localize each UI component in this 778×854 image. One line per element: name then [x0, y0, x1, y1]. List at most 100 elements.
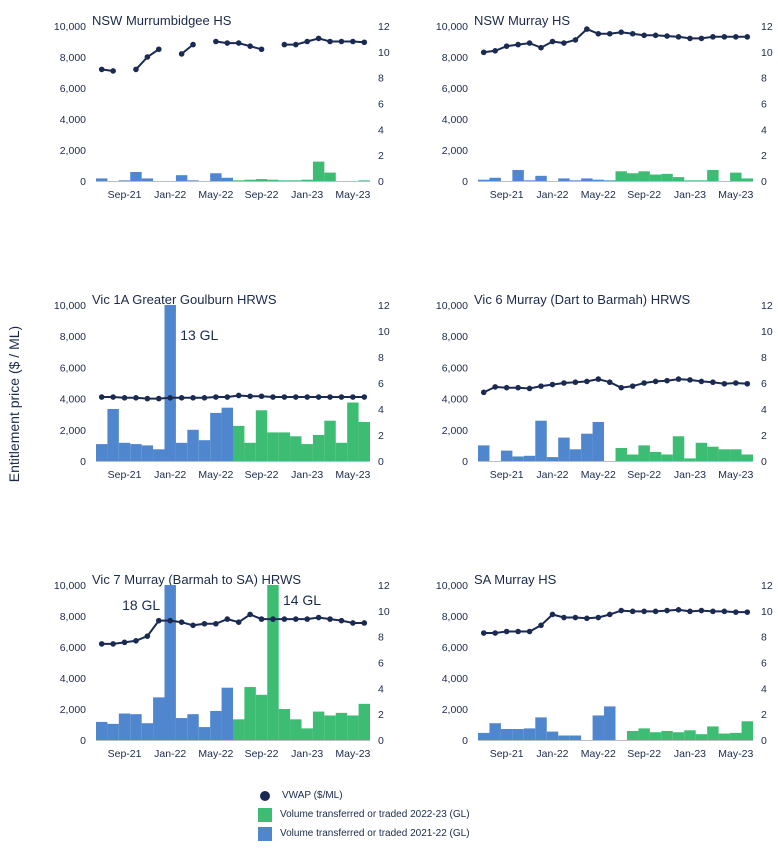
y-axis-label-wrapper: Entitlement price ($ / ML): [6, 326, 26, 482]
vwap-point: [327, 394, 333, 400]
volume-bar: [707, 446, 719, 461]
volume-bar: [290, 719, 302, 740]
vwap-point: [733, 609, 739, 615]
volume-bar: [695, 442, 708, 461]
blue-swatch-icon: [258, 826, 272, 841]
y-left-tick-label: 4,000: [442, 114, 468, 126]
vwap-point: [641, 380, 647, 386]
chart-panel: NSW Murrumbidgee HS 0 2,000 4,000 6,000 8,000…: [54, 13, 390, 201]
vwap-point: [361, 39, 368, 46]
x-tick-label: Sep-22: [245, 469, 279, 481]
volume-bar: [301, 728, 313, 740]
x-tick-label: Jan-23: [674, 469, 706, 481]
vwap-point: [350, 620, 356, 626]
y-left-tick-label: 8,000: [442, 611, 468, 623]
vwap-point: [98, 394, 105, 400]
vwap-point: [710, 379, 716, 386]
x-tick-label: Jan-22: [536, 189, 568, 201]
y-right-tick-label: 0: [378, 456, 384, 468]
y-right-tick-label: 12: [761, 300, 773, 312]
vwap-point: [121, 639, 128, 646]
vwap-point: [515, 628, 521, 635]
vwap-point: [190, 41, 196, 48]
y-left-tick-label: 6,000: [60, 83, 86, 95]
vwap-point: [247, 43, 253, 49]
x-tick-label: Sep-22: [627, 748, 661, 760]
x-tick-label: Sep-22: [627, 469, 661, 481]
vwap-point: [526, 628, 533, 635]
volume-bar: [604, 706, 616, 740]
vwap-point: [549, 38, 556, 45]
vwap-point: [338, 617, 345, 624]
y-left-tick-label: 0: [80, 456, 86, 468]
vwap-point: [526, 40, 533, 46]
volume-bar: [210, 710, 222, 740]
vwap-point: [721, 608, 728, 615]
vwap-point: [121, 395, 128, 401]
vwap-line: [483, 378, 748, 394]
vwap-point: [584, 615, 590, 622]
volume-bar: [130, 171, 142, 181]
vwap-point: [595, 376, 602, 382]
vwap-point: [327, 616, 333, 622]
volume-bar: [118, 442, 131, 461]
volume-bar: [478, 179, 490, 181]
vwap-point: [664, 33, 670, 39]
y-right-tick-label: 8: [378, 352, 384, 364]
vwap-point: [675, 607, 682, 613]
y-left-tick-label: 4,000: [60, 673, 86, 685]
y-left-tick-label: 0: [462, 176, 468, 188]
volume-bar: [649, 732, 662, 740]
y-left-tick-label: 10,000: [54, 21, 86, 33]
chart-title: Vic 7 Murray (Barmah to SA) HRWS: [92, 572, 301, 587]
legend-label-vwap: VWAP ($/ML): [282, 790, 343, 801]
vwap-point: [167, 395, 174, 401]
volume-bar: [535, 717, 547, 740]
x-tick-label: May-22: [198, 748, 233, 760]
y-left-tick-label: 2,000: [60, 425, 86, 437]
volume-bar: [141, 723, 154, 740]
volume-bar: [107, 723, 119, 740]
vwap-point: [492, 630, 498, 636]
vwap-point: [618, 607, 625, 614]
vwap-point: [144, 395, 151, 402]
vwap-point: [270, 616, 276, 622]
y-right-tick-label: 2: [761, 709, 767, 721]
volume-bar: [96, 721, 108, 740]
y-right-tick-label: 10: [378, 606, 390, 618]
y-right-tick-label: 8: [761, 73, 767, 85]
vwap-point: [224, 40, 231, 46]
green-swatch-icon: [258, 807, 272, 822]
x-tick-label: Jan-22: [536, 469, 568, 481]
volume-bar: [558, 178, 570, 181]
y-right-tick-label: 10: [761, 326, 773, 338]
vwap-point: [538, 44, 544, 51]
y-right-tick-label: 12: [378, 300, 390, 312]
vwap-point: [675, 376, 682, 382]
vwap-point: [503, 384, 510, 391]
y-right-tick-label: 6: [378, 658, 384, 670]
vwap-point: [618, 29, 625, 35]
volume-bar: [569, 735, 582, 740]
y-left-tick-label: 0: [80, 735, 86, 747]
volume-bar: [707, 726, 719, 740]
vwap-point: [235, 619, 242, 625]
volume-bar: [638, 445, 650, 461]
volume-bar: [290, 180, 302, 181]
volume-bar: [358, 422, 370, 461]
y-left-tick-label: 0: [80, 176, 86, 188]
volume-bar: [718, 733, 731, 740]
legend-label-vol-2122: Volume transferred or traded 2021-22 (GL…: [280, 828, 470, 839]
volume-bar: [233, 719, 245, 740]
vwap-point: [110, 68, 116, 74]
volume-annotation: 18 GL: [122, 597, 160, 613]
volume-bar: [649, 174, 662, 181]
volume-bar: [718, 449, 731, 461]
volume-bar: [626, 730, 639, 740]
x-tick-label: Jan-23: [674, 189, 706, 201]
y-right-tick-label: 10: [378, 326, 390, 338]
vwap-point: [629, 30, 636, 37]
volume-bar: [358, 703, 370, 740]
vwap-point: [361, 394, 368, 400]
